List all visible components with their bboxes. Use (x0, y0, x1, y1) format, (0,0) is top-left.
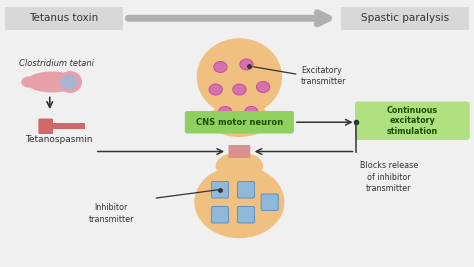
Ellipse shape (60, 74, 78, 89)
FancyBboxPatch shape (237, 206, 255, 223)
Ellipse shape (240, 59, 253, 70)
Bar (52, 123, 85, 129)
Text: Tetanospasmin: Tetanospasmin (26, 135, 93, 144)
Ellipse shape (216, 152, 263, 180)
FancyBboxPatch shape (211, 182, 228, 198)
Ellipse shape (209, 84, 222, 95)
Ellipse shape (219, 107, 232, 117)
Text: Tetanus toxin: Tetanus toxin (29, 13, 99, 23)
Ellipse shape (245, 107, 258, 117)
Ellipse shape (209, 102, 270, 137)
Ellipse shape (256, 81, 270, 92)
FancyBboxPatch shape (228, 145, 250, 158)
Ellipse shape (58, 71, 82, 93)
Ellipse shape (194, 166, 284, 238)
FancyBboxPatch shape (355, 101, 470, 140)
FancyBboxPatch shape (261, 194, 278, 210)
Text: Inhibitor
transmitter: Inhibitor transmitter (89, 203, 134, 223)
Ellipse shape (26, 72, 78, 92)
Text: Blocks release
of inhibitor
transmitter: Blocks release of inhibitor transmitter (360, 161, 418, 193)
FancyBboxPatch shape (341, 7, 469, 29)
Ellipse shape (197, 38, 282, 116)
Text: Continuous
excitatory
stimulation: Continuous excitatory stimulation (387, 106, 438, 136)
FancyBboxPatch shape (211, 206, 228, 223)
FancyBboxPatch shape (237, 182, 255, 198)
Ellipse shape (233, 84, 246, 95)
FancyBboxPatch shape (185, 111, 294, 134)
FancyBboxPatch shape (5, 7, 123, 29)
Ellipse shape (214, 61, 227, 73)
FancyBboxPatch shape (38, 119, 53, 134)
Text: CNS motor neuron: CNS motor neuron (196, 118, 283, 127)
Ellipse shape (21, 77, 36, 88)
Text: Spastic paralysis: Spastic paralysis (361, 13, 449, 23)
Text: Excitatory
transmitter: Excitatory transmitter (301, 66, 346, 86)
Text: Clostridium tetani: Clostridium tetani (19, 58, 94, 68)
